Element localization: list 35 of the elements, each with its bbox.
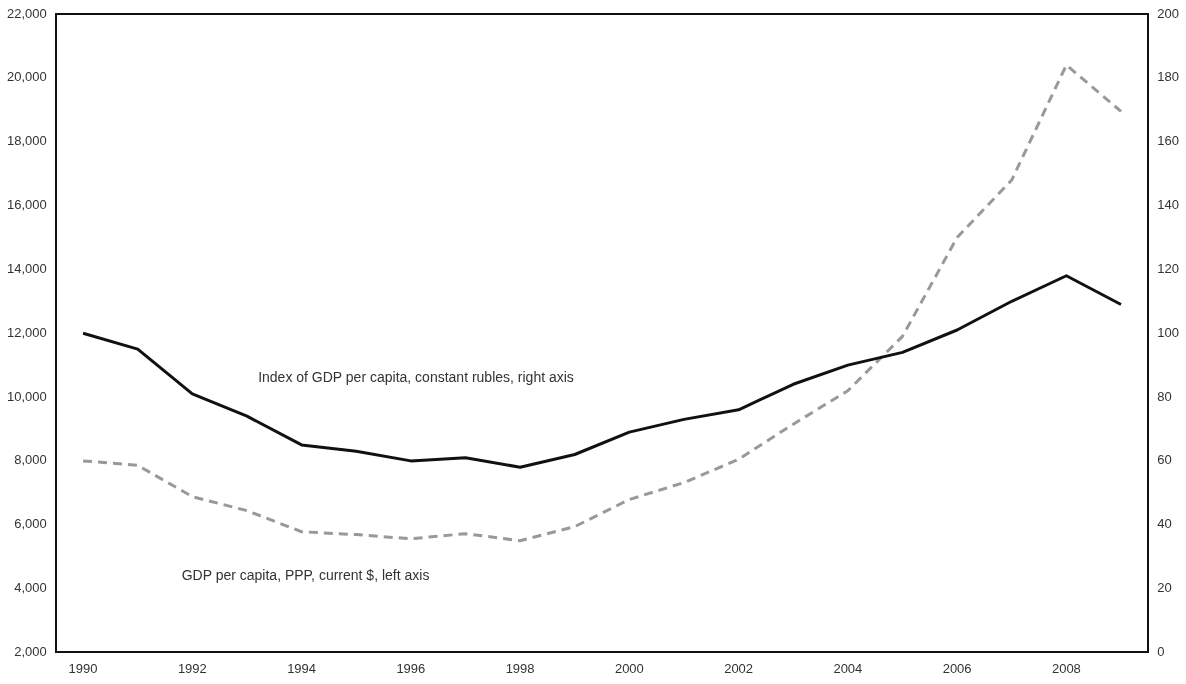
y2-tick-label: 100: [1157, 324, 1180, 340]
y2-tick-label: 120: [1157, 260, 1180, 276]
y2-tick-label: 200: [1157, 5, 1180, 21]
y-tick-label: 20,000: [7, 69, 47, 85]
x-tick-label: 2008: [1051, 660, 1081, 676]
y-tick-label: 6,000: [14, 516, 47, 532]
y-tick-label: 18,000: [7, 133, 47, 149]
y-tick-label: 14,000: [7, 260, 47, 276]
y-tick-label: 4,000: [14, 580, 47, 596]
y-tick-label: 16,000: [7, 197, 47, 213]
y2-tick-label: 180: [1157, 69, 1180, 85]
x-tick-label: 2006: [942, 660, 972, 676]
y2-tick-label: 80: [1157, 388, 1172, 404]
x-tick-label: 2000: [614, 660, 644, 676]
x-tick-label: 2002: [724, 660, 754, 676]
x-tick-label: 2004: [833, 660, 863, 676]
y-tick-label: 10,000: [7, 388, 47, 404]
y2-tick-label: 160: [1157, 133, 1180, 149]
y-tick-label: 2,000: [14, 643, 47, 659]
x-tick-label: 1994: [287, 660, 317, 676]
x-tick-label: 1998: [505, 660, 535, 676]
y2-tick-label: 60: [1157, 452, 1172, 468]
y2-tick-label: 0: [1157, 643, 1165, 659]
y2-tick-label: 40: [1157, 516, 1172, 532]
x-tick-label: 1990: [68, 660, 98, 676]
y2-tick-label: 20: [1157, 580, 1172, 596]
y-tick-label: 22,000: [7, 5, 47, 21]
y-tick-label: 8,000: [14, 452, 47, 468]
y2-tick-label: 140: [1157, 197, 1180, 213]
y-tick-label: 12,000: [7, 324, 47, 340]
annotation: GDP per capita, PPP, current $, left axis: [181, 566, 430, 583]
annotation: Index of GDP per capita, constant rubles, right axis: [258, 368, 574, 385]
line-series: [81, 63, 1123, 543]
x-tick-label: 1996: [396, 660, 426, 676]
x-tick-label: 1992: [177, 660, 207, 676]
